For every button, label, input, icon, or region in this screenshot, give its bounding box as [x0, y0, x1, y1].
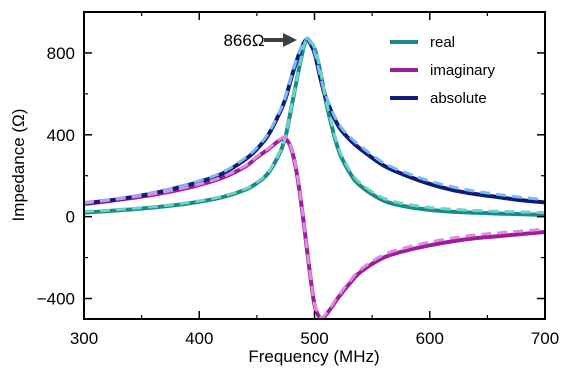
x-axis-label: Frequency (MHz): [248, 347, 379, 366]
fit-5-line: [84, 135, 545, 319]
peak-annotation: 866Ω: [223, 31, 297, 50]
fit-4-line: [84, 36, 545, 215]
ticks-layer: 300 400 500 600 700 −400 0 400 800: [37, 12, 559, 348]
series-layer: [84, 36, 545, 319]
legend: real imaginary absolute: [390, 34, 496, 107]
peak-annotation-label: 866Ω: [223, 31, 264, 50]
peak-annotation-arrow-head: [283, 33, 297, 47]
fit-3-line: [84, 36, 545, 204]
y-axis-label: Impedance (Ω): [9, 109, 28, 222]
x-tick-label: 600: [416, 329, 444, 348]
x-tick-label: 500: [300, 329, 328, 348]
legend-label-real: real: [430, 34, 455, 51]
y-tick-label: 400: [47, 126, 75, 145]
legend-label-absolute: absolute: [430, 90, 487, 107]
y-tick-label: 800: [47, 44, 75, 63]
imaginary-line: [84, 136, 545, 319]
legend-label-imaginary: imaginary: [430, 62, 496, 79]
x-tick-label: 400: [185, 329, 213, 348]
x-tick-label: 700: [531, 329, 559, 348]
y-tick-label: −400: [37, 290, 75, 309]
x-tick-label: 300: [70, 329, 98, 348]
y-tick-label: 0: [66, 208, 75, 227]
